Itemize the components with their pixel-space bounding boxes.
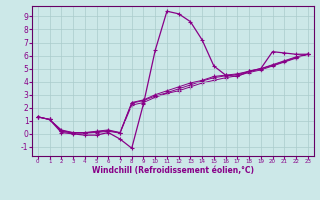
X-axis label: Windchill (Refroidissement éolien,°C): Windchill (Refroidissement éolien,°C) (92, 166, 254, 175)
